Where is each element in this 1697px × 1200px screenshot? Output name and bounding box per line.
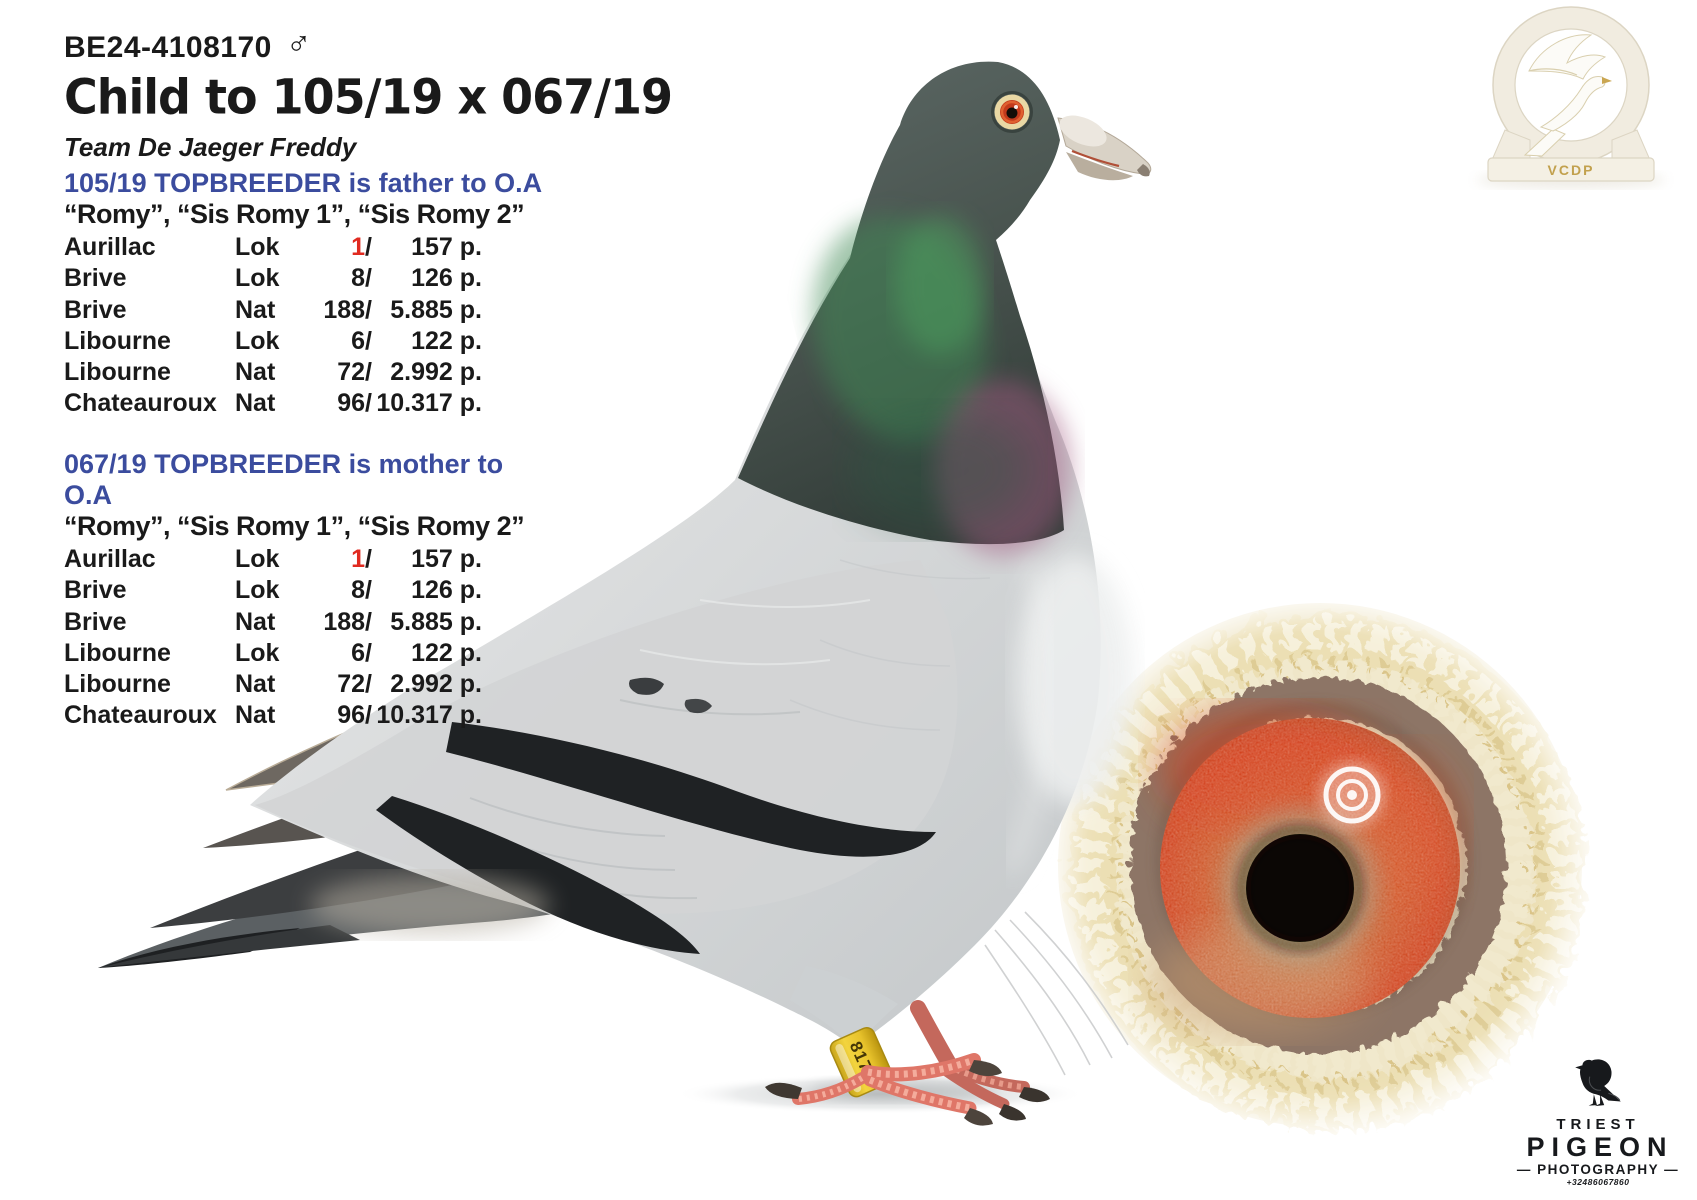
bird-eye	[991, 91, 1033, 133]
eye-closeup-photo	[999, 544, 1641, 1186]
wing-bars	[376, 677, 936, 954]
vcdp-logo: VCDP	[1476, 6, 1666, 188]
stray-feathers	[984, 911, 1129, 1076]
pigeon-photo: 8170	[98, 61, 1152, 1126]
vcdp-dove	[1523, 34, 1612, 157]
vcdp-label: VCDP	[1548, 162, 1595, 178]
near-foot	[765, 1053, 1002, 1126]
beak	[1057, 115, 1152, 181]
